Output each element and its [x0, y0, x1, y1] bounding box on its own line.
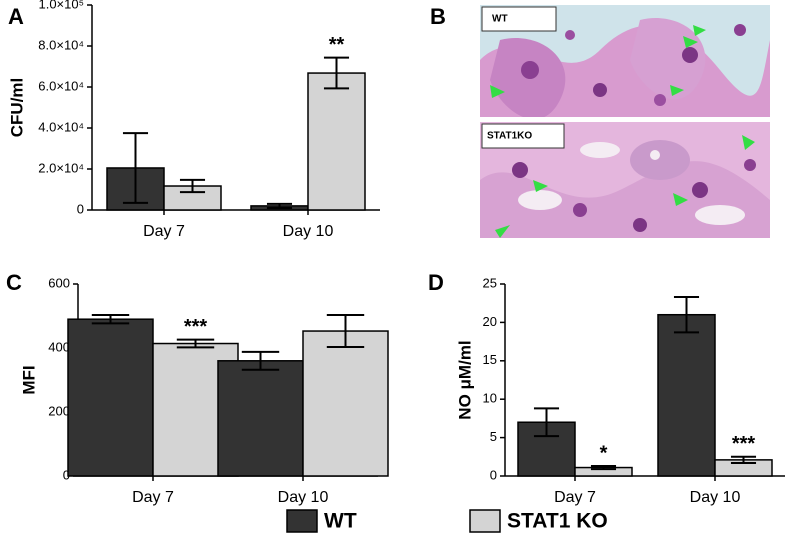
significance-label: *	[600, 442, 608, 464]
x-tick-label: Day 7	[143, 223, 185, 240]
x-tick-label: Day 7	[554, 489, 596, 506]
y-tick-label: 15	[483, 352, 497, 367]
image-tag-box	[481, 123, 565, 149]
y-tick-label: 4.0×10⁴	[38, 119, 84, 134]
image-tag: STAT1KO	[487, 131, 532, 142]
error-bar	[730, 455, 757, 464]
y-tick-label: 0	[490, 467, 497, 482]
histology-image-wt	[480, 5, 770, 117]
error-bar	[266, 202, 293, 209]
y-tick-label: 600	[48, 275, 70, 290]
bar	[67, 318, 154, 477]
y-tick-label: 20	[483, 314, 497, 329]
bar	[657, 313, 716, 477]
y-axis-title: CFU/ml	[7, 78, 26, 138]
legend-swatch	[286, 509, 318, 533]
significance-label: **	[329, 34, 345, 56]
y-tick-label: 2.0×10⁴	[38, 160, 84, 175]
x-tick-label: Day 7	[132, 489, 174, 506]
image-tag: WT	[492, 14, 508, 25]
error-bar	[673, 296, 700, 334]
error-bar	[326, 314, 365, 349]
histology-panel: B WT STAT1KO	[430, 4, 770, 238]
y-tick-label: 0	[77, 201, 84, 216]
image-tag-box	[481, 6, 557, 32]
y-tick-label: 5	[490, 429, 497, 444]
y-tick-label: 8.0×10⁴	[38, 37, 84, 52]
y-tick-label: 400	[48, 339, 70, 354]
x-tick-label: Day 10	[278, 489, 329, 506]
y-tick-label: 6.0×10⁴	[38, 78, 84, 93]
bar	[217, 360, 304, 477]
panel-letter: B	[430, 4, 446, 29]
y-tick-label: 1.0×10⁵	[38, 0, 84, 11]
y-tick-label: 200	[48, 403, 70, 418]
bar	[307, 72, 366, 211]
y-axis-title: NO μM/ml	[455, 340, 474, 419]
panel-letter: D	[428, 270, 444, 295]
error-bar	[590, 465, 617, 471]
y-axis-title: MFI	[19, 365, 38, 394]
x-tick-label: Day 10	[690, 489, 741, 506]
y-tick-label: 25	[483, 275, 497, 290]
error-bar	[176, 338, 215, 349]
error-bar	[179, 178, 206, 194]
x-tick-label: Day 10	[283, 223, 334, 240]
error-bar	[323, 56, 350, 90]
panel-letter: A	[8, 4, 24, 29]
legend-swatch	[469, 509, 501, 533]
error-bar	[533, 407, 560, 438]
significance-label: ***	[732, 433, 756, 455]
panel-letter: C	[6, 270, 22, 295]
legend-label: STAT1 KO	[507, 510, 608, 533]
legend-label: WT	[324, 510, 357, 533]
bar	[302, 330, 389, 477]
error-bar	[241, 350, 280, 371]
error-bar	[91, 314, 130, 325]
y-tick-label: 10	[483, 391, 497, 406]
error-bar	[122, 132, 149, 204]
y-tick-label: 0	[63, 467, 70, 482]
significance-label: ***	[184, 316, 208, 338]
